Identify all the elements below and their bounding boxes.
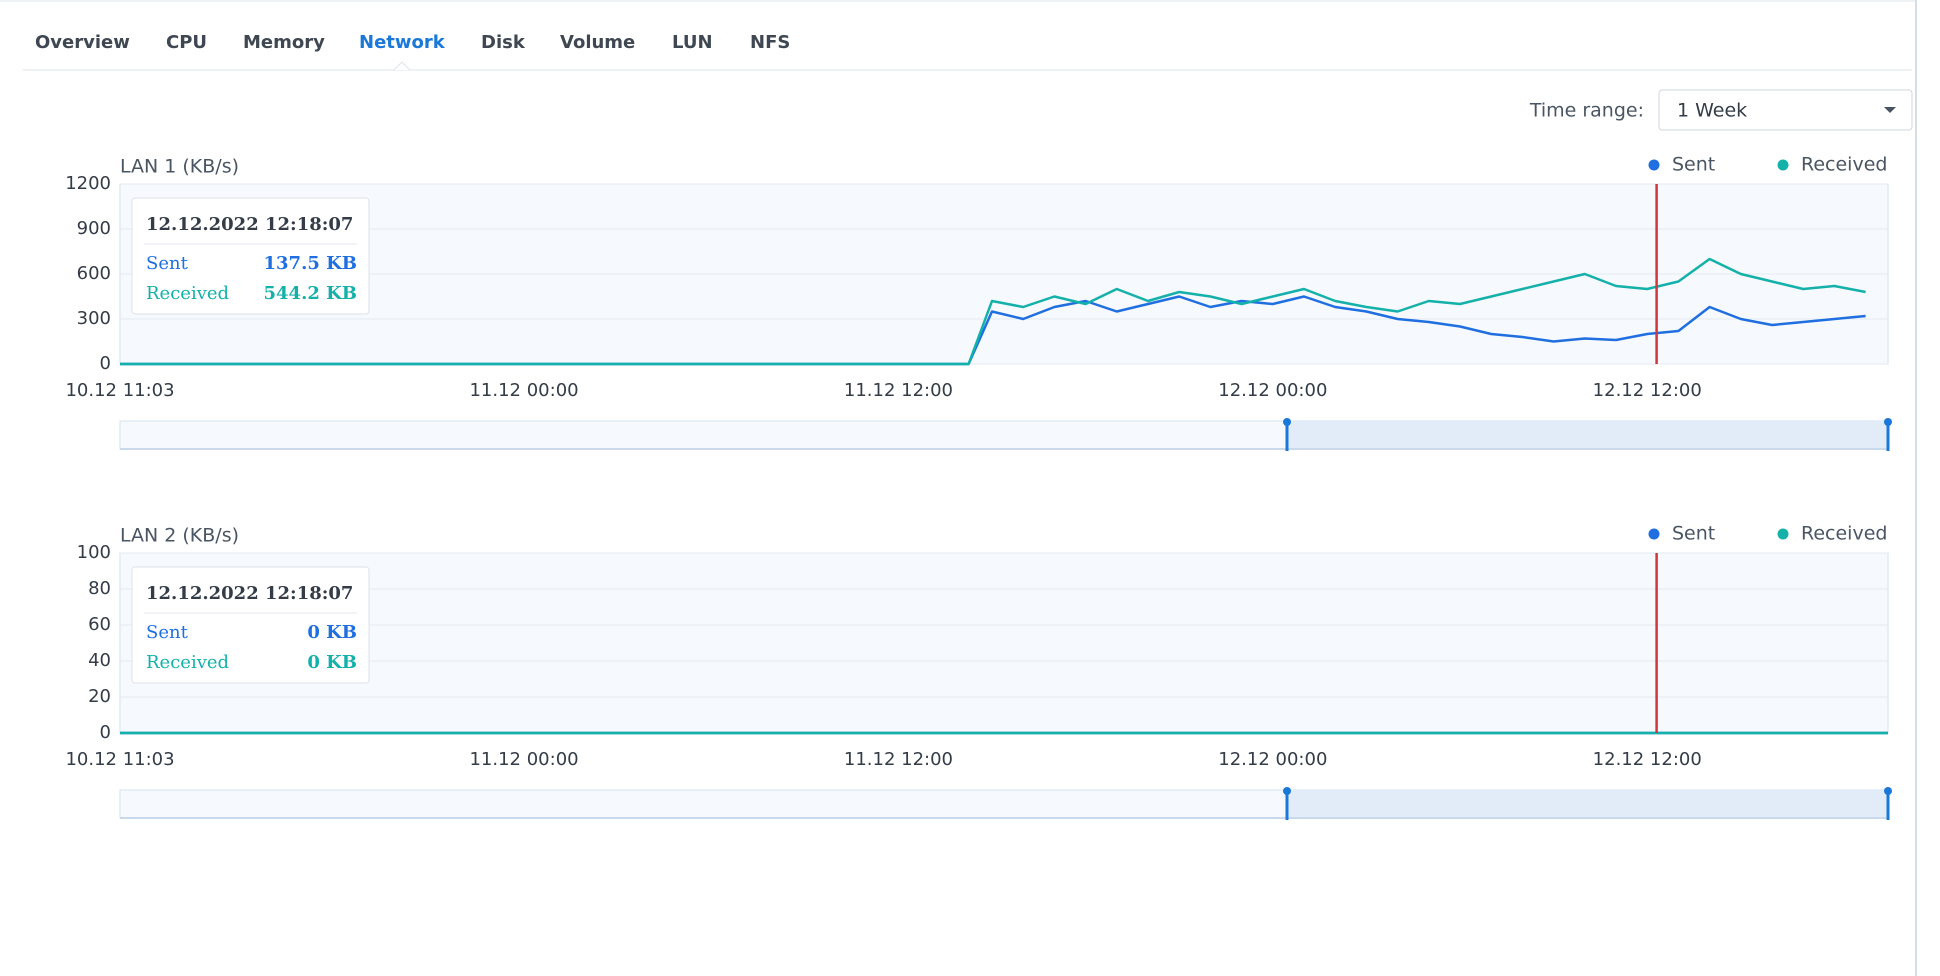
navigator-handle-knob[interactable]: [1884, 787, 1892, 795]
x-tick-label: 11.12 00:00: [469, 749, 578, 770]
chart-title: LAN 1 (KB/s): [120, 156, 239, 178]
series-line: [120, 257, 1866, 366]
y-tick-label: 20: [88, 686, 111, 707]
navigator-handle-knob[interactable]: [1283, 418, 1291, 426]
legend-marker: [1648, 159, 1660, 171]
navigator-handle-knob[interactable]: [1283, 787, 1291, 795]
y-tick-label: 0: [100, 353, 111, 374]
tooltip-label: Sent: [146, 622, 189, 643]
legend-label[interactable]: Sent: [1672, 154, 1715, 176]
chart-title: LAN 2 (KB/s): [120, 525, 239, 547]
tab[interactable]: Disk: [481, 32, 526, 53]
legend-label[interactable]: Sent: [1672, 523, 1715, 545]
y-tick-label: 80: [88, 578, 111, 599]
y-tick-label: 600: [77, 263, 111, 284]
x-tick-label: 10.12 11:03: [65, 380, 174, 401]
plot-area: [119, 552, 1889, 734]
tooltip: [131, 197, 370, 315]
y-tick-label: 900: [77, 218, 111, 239]
tab[interactable]: Overview: [35, 32, 130, 53]
y-tick-label: 60: [88, 614, 111, 635]
legend-marker: [1648, 528, 1660, 540]
tab-pointer: [393, 61, 411, 71]
y-tick-label: 300: [77, 308, 111, 329]
tooltip-label: Received: [146, 652, 229, 673]
legend-marker: [1777, 159, 1789, 171]
tooltip-title: 12.12.2022 12:18:07: [146, 214, 353, 235]
legend-label[interactable]: Received: [1801, 154, 1887, 176]
legend-marker: [1777, 528, 1789, 540]
navigator-selection[interactable]: [1287, 421, 1888, 449]
time-range-select[interactable]: [1658, 89, 1913, 131]
tooltip: [131, 566, 370, 684]
tab[interactable]: NFS: [750, 32, 790, 53]
navigator-handle-knob[interactable]: [1884, 418, 1892, 426]
dropdown-caret: [1884, 107, 1896, 113]
x-tick-label: 12.12 12:00: [1593, 380, 1702, 401]
tooltip-title: 12.12.2022 12:18:07: [146, 583, 353, 604]
y-tick-label: 0: [100, 722, 111, 743]
tooltip-value: 544.2 KB: [264, 283, 358, 304]
x-tick-label: 12.12 00:00: [1218, 380, 1327, 401]
tooltip-value: 0 KB: [307, 622, 357, 643]
tooltip-value: 137.5 KB: [264, 253, 358, 274]
tab[interactable]: Volume: [560, 32, 635, 53]
legend-label[interactable]: Received: [1801, 523, 1887, 545]
series-line: [120, 295, 1866, 366]
tab[interactable]: Memory: [243, 32, 325, 53]
x-tick-label: 11.12 12:00: [844, 749, 953, 770]
tooltip-label: Received: [146, 283, 229, 304]
x-tick-label: 10.12 11:03: [65, 749, 174, 770]
y-tick-label: 100: [77, 542, 111, 563]
tab[interactable]: Network: [359, 32, 446, 53]
tab[interactable]: LUN: [672, 32, 713, 53]
tooltip-label: Sent: [146, 253, 189, 274]
y-tick-label: 40: [88, 650, 111, 671]
x-tick-label: 11.12 00:00: [469, 380, 578, 401]
tooltip-value: 0 KB: [307, 652, 357, 673]
navigator-selection[interactable]: [1287, 790, 1888, 818]
tab[interactable]: CPU: [166, 32, 207, 53]
x-tick-label: 12.12 00:00: [1218, 749, 1327, 770]
time-range-value: 1 Week: [1677, 100, 1747, 122]
x-tick-label: 11.12 12:00: [844, 380, 953, 401]
y-tick-label: 1200: [65, 173, 111, 194]
x-tick-label: 12.12 12:00: [1593, 749, 1702, 770]
time-range-label: Time range:: [1529, 100, 1644, 122]
